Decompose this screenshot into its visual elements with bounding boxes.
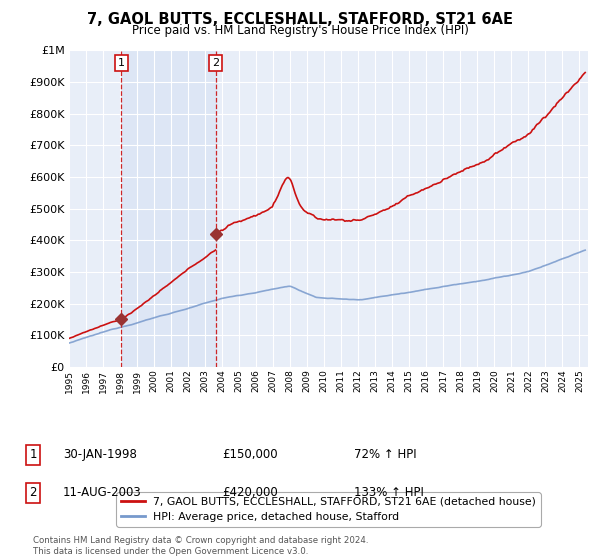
Text: £420,000: £420,000 xyxy=(222,486,278,500)
Legend: 7, GAOL BUTTS, ECCLESHALL, STAFFORD, ST21 6AE (detached house), HPI: Average pri: 7, GAOL BUTTS, ECCLESHALL, STAFFORD, ST2… xyxy=(116,492,541,526)
Text: 2: 2 xyxy=(212,58,219,68)
Text: £150,000: £150,000 xyxy=(222,448,278,461)
Text: 7, GAOL BUTTS, ECCLESHALL, STAFFORD, ST21 6AE: 7, GAOL BUTTS, ECCLESHALL, STAFFORD, ST2… xyxy=(87,12,513,27)
Text: Contains HM Land Registry data © Crown copyright and database right 2024.
This d: Contains HM Land Registry data © Crown c… xyxy=(33,536,368,556)
Text: 2: 2 xyxy=(29,486,37,500)
Text: 1: 1 xyxy=(118,58,125,68)
Text: 30-JAN-1998: 30-JAN-1998 xyxy=(63,448,137,461)
Bar xyxy=(121,50,215,367)
Text: 133% ↑ HPI: 133% ↑ HPI xyxy=(354,486,424,500)
Text: 1: 1 xyxy=(29,448,37,461)
Text: Price paid vs. HM Land Registry's House Price Index (HPI): Price paid vs. HM Land Registry's House … xyxy=(131,24,469,37)
Text: 11-AUG-2003: 11-AUG-2003 xyxy=(63,486,142,500)
Text: 72% ↑ HPI: 72% ↑ HPI xyxy=(354,448,416,461)
